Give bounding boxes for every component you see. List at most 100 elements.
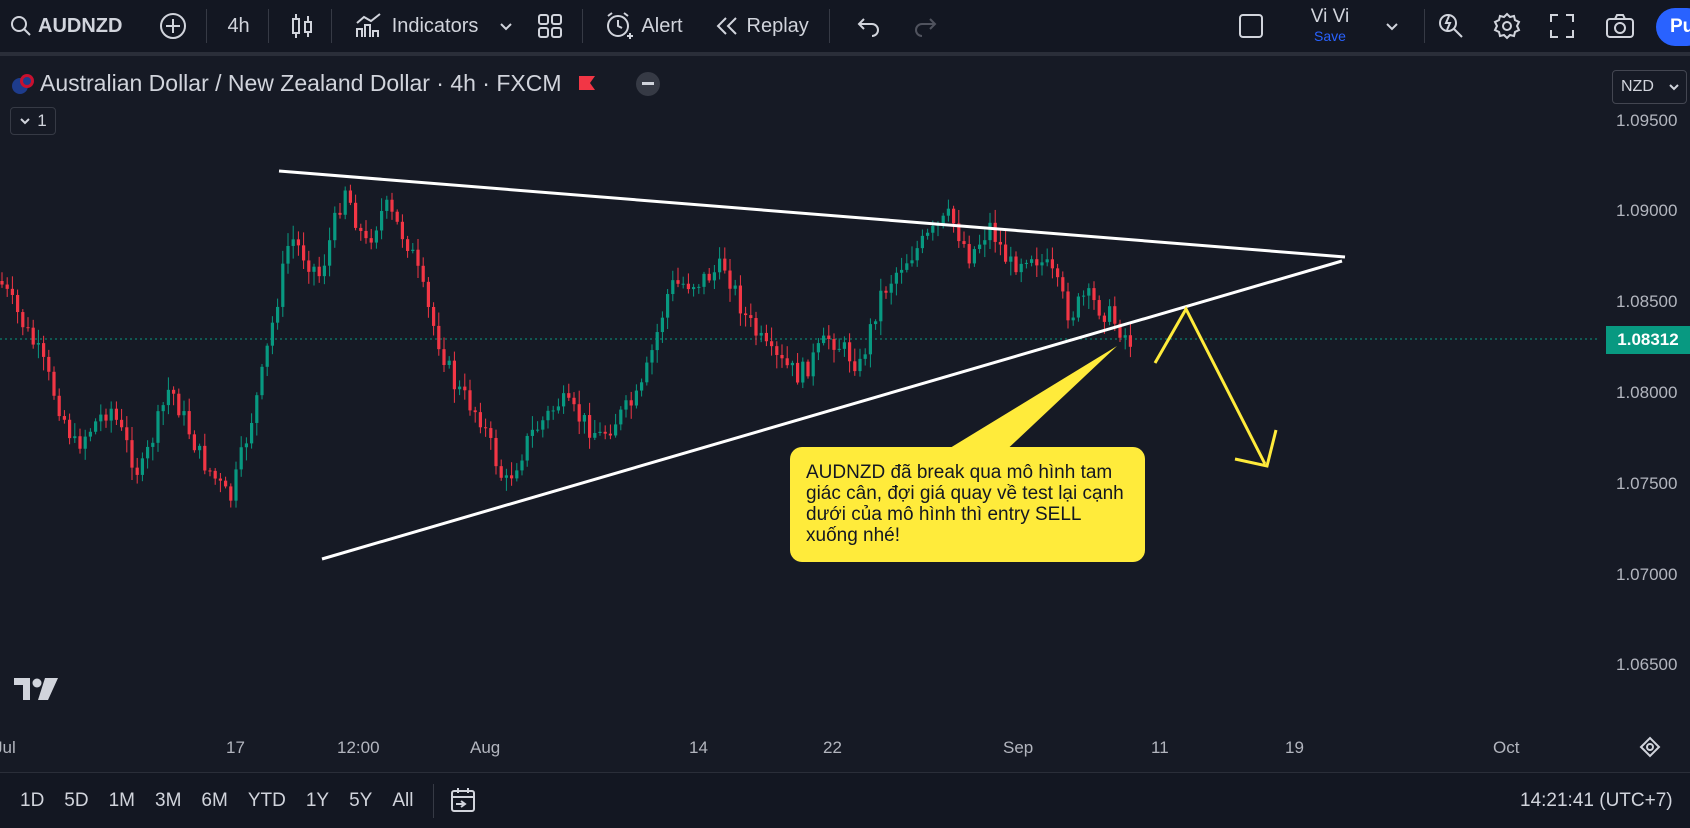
plus-circle-icon <box>160 13 187 39</box>
candle-body <box>889 283 893 293</box>
candle-body <box>962 241 966 245</box>
legend-collapse-button[interactable]: 1 <box>10 107 56 135</box>
settings-button[interactable] <box>1492 0 1522 52</box>
candle-body <box>952 208 956 224</box>
candle-body <box>276 306 280 323</box>
hide-legend-button[interactable] <box>635 71 660 96</box>
candle-body <box>182 411 186 416</box>
candle-body <box>156 411 160 443</box>
candle-body <box>1066 291 1070 321</box>
candle-body <box>36 343 40 345</box>
candle-body <box>920 235 924 249</box>
layout-name-button[interactable]: Vi Vi Save <box>1300 6 1360 44</box>
candle-body <box>302 245 306 261</box>
candles-group <box>0 184 1132 508</box>
candle-body <box>593 432 597 438</box>
layout-name: Vi Vi <box>1310 6 1350 27</box>
flag-icon[interactable] <box>576 73 598 95</box>
candle-body <box>135 467 139 475</box>
candle-body <box>120 419 124 428</box>
range-button-1d[interactable]: 1D <box>20 789 45 811</box>
candle-body <box>146 446 150 459</box>
undo-button[interactable] <box>856 0 882 52</box>
range-button-1m[interactable]: 1M <box>108 789 135 811</box>
search-icon <box>11 16 31 36</box>
candle-body <box>364 230 368 239</box>
candle-body <box>1108 306 1112 322</box>
candle-body <box>224 480 228 487</box>
candle-body <box>650 350 654 363</box>
candle-body <box>910 260 914 264</box>
eye-settings-icon <box>1639 736 1661 758</box>
candle-body <box>494 437 498 467</box>
candle-body <box>322 265 326 277</box>
publish-button[interactable]: Pu <box>1656 8 1690 46</box>
candle-body <box>879 290 883 322</box>
replay-label: Replay <box>746 14 809 37</box>
alert-button[interactable]: Alert <box>603 0 683 52</box>
candle-body <box>572 397 576 405</box>
range-button-1y[interactable]: 1Y <box>305 789 330 811</box>
compare-button[interactable] <box>158 0 188 52</box>
tradingview-logo[interactable] <box>14 678 60 707</box>
interval-label: 4h <box>227 14 250 37</box>
interval-button[interactable]: 4h <box>227 0 249 52</box>
layout-menu-button[interactable] <box>1384 0 1400 52</box>
chevron-down-icon <box>1386 23 1398 31</box>
fullscreen-toggle-button[interactable] <box>1237 0 1265 52</box>
range-button-6m[interactable]: 6M <box>201 789 228 811</box>
chart-pane[interactable] <box>0 56 1690 769</box>
price-tick: 1.07000 <box>1616 565 1678 584</box>
candle-body <box>744 313 748 316</box>
candle-body <box>681 283 685 285</box>
currency-button[interactable]: NZD <box>1612 70 1687 104</box>
indicators-button[interactable]: Indicators <box>354 0 515 52</box>
candle-body <box>967 244 971 264</box>
triangle-lower-trendline[interactable] <box>321 259 1343 561</box>
symbol-search[interactable]: AUDNZD <box>10 0 122 52</box>
time-tick: 22 <box>823 738 842 757</box>
candle-body <box>296 239 300 246</box>
range-button-all[interactable]: All <box>392 789 414 811</box>
annotation-text: AUDNZD đã break qua mô hình tam giác cân… <box>806 462 1124 546</box>
fullscreen-button[interactable] <box>1548 0 1576 52</box>
range-button-5d[interactable]: 5D <box>64 789 89 811</box>
candle-body <box>1056 268 1060 278</box>
replay-button[interactable]: Replay <box>713 0 809 52</box>
clock-timezone[interactable]: 14:21:41 (UTC+7) <box>1520 789 1673 811</box>
annotation-callout[interactable]: AUDNZD đã break qua mô hình tam giác cân… <box>790 447 1145 562</box>
candle-body <box>1035 259 1039 266</box>
candle-body <box>400 221 404 240</box>
triangle-upper-trendline[interactable] <box>278 169 1346 259</box>
symbol-name: AUDNZD <box>38 14 123 37</box>
date-range-button[interactable] <box>448 786 480 816</box>
candle-body <box>213 470 217 479</box>
chart-type-button[interactable] <box>289 0 315 52</box>
candle-body <box>858 358 862 372</box>
axis-settings-button[interactable] <box>1638 735 1662 764</box>
save-label: Save <box>1314 28 1346 44</box>
quick-search-button[interactable] <box>1436 0 1466 52</box>
redo-button[interactable] <box>912 0 938 52</box>
camera-icon <box>1606 14 1634 38</box>
range-button-3m[interactable]: 3M <box>155 789 182 811</box>
candle-body <box>312 266 316 272</box>
layouts-button[interactable] <box>536 0 564 52</box>
range-button-ytd[interactable]: YTD <box>247 789 286 811</box>
projected-path-arrowhead <box>1234 429 1278 468</box>
projected-path[interactable] <box>1153 305 1267 465</box>
chart-legend[interactable]: Australian Dollar / New Zealand Dollar ·… <box>10 70 660 97</box>
range-button-5y[interactable]: 5Y <box>349 789 373 811</box>
candle-body <box>671 280 675 295</box>
candle-body <box>780 354 784 359</box>
indicators-icon <box>355 13 381 37</box>
price-chart[interactable] <box>0 56 1600 769</box>
snapshot-button[interactable] <box>1604 0 1636 52</box>
candle-body <box>884 290 888 293</box>
candle-body <box>1019 263 1023 273</box>
undo-icon <box>857 18 879 37</box>
time-tick: 12:00 <box>337 738 380 757</box>
candle-body <box>983 240 987 245</box>
candle-body <box>692 287 696 290</box>
time-tick: 14 <box>689 738 708 757</box>
